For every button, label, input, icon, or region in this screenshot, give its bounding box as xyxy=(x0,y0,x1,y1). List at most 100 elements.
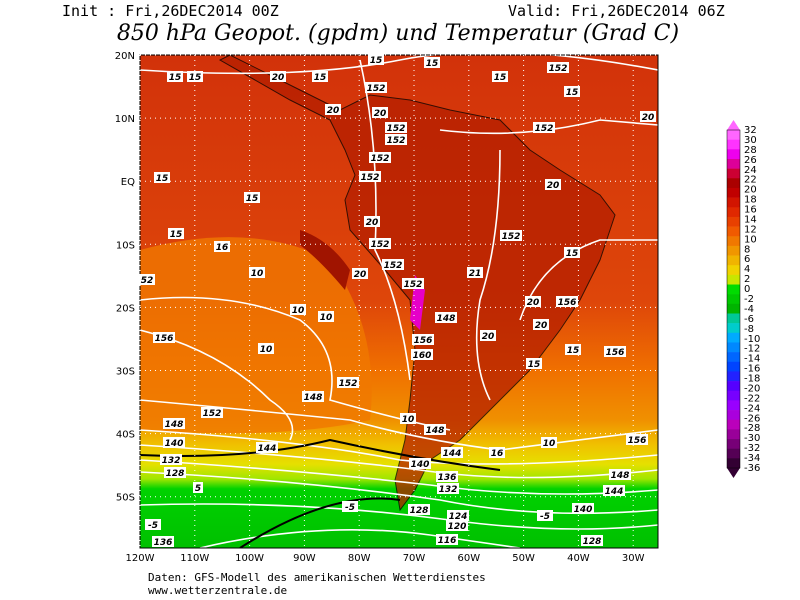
contour-label: 10 xyxy=(402,415,415,425)
contour-label-box xyxy=(270,71,286,82)
contour-label-box xyxy=(581,535,603,546)
contour-label: 132 xyxy=(162,456,181,466)
contour-label: 144 xyxy=(258,444,277,454)
colorbar-band xyxy=(727,381,740,392)
colorbar-band xyxy=(727,400,740,411)
contour-label: 152 xyxy=(361,173,380,183)
map-frame xyxy=(139,54,659,549)
contour-label: 152 xyxy=(387,136,406,146)
contour-label: 10 xyxy=(320,313,333,323)
contour-label: -5 xyxy=(540,512,550,522)
contour-label-box xyxy=(564,247,580,258)
colorbar-band xyxy=(727,216,740,227)
colorbar-label: -22 xyxy=(744,393,760,404)
valid-time: Valid: Fri,26DEC2014 06Z xyxy=(508,2,725,20)
contour-label: 148 xyxy=(611,471,630,481)
contour-label-box xyxy=(290,304,306,315)
colorbar-label: 14 xyxy=(744,214,757,225)
contour-label: 16 xyxy=(216,243,229,253)
contour-label: 152 xyxy=(535,124,554,134)
contour-label-box xyxy=(153,332,175,343)
contour-label-box xyxy=(152,536,174,547)
lon-label: 80W xyxy=(348,553,371,564)
colorbar-label: -34 xyxy=(744,453,760,464)
contour-label-box xyxy=(154,172,170,183)
contours xyxy=(140,55,658,548)
colorbar-band xyxy=(727,130,740,140)
colorbar-band xyxy=(727,371,740,382)
contour-label-box xyxy=(412,334,434,345)
contour-label: 20 xyxy=(354,270,367,280)
contour-label-box xyxy=(214,241,230,252)
hot-area xyxy=(300,230,350,290)
contour-label: 160 xyxy=(413,351,432,361)
colorbar-label: -18 xyxy=(744,374,760,385)
colorbar-label: -32 xyxy=(744,443,760,454)
contour-label: 144 xyxy=(443,449,462,459)
colorbar-label: -8 xyxy=(744,324,754,335)
contour-label: 5 xyxy=(195,484,201,494)
colorbar-band xyxy=(727,294,740,305)
colorbar-label: 26 xyxy=(744,155,757,166)
contour-label-box xyxy=(411,349,433,360)
contour-label: 148 xyxy=(304,393,323,403)
colorbar-band xyxy=(727,342,740,353)
colorbar-band xyxy=(727,255,740,266)
contour-label: 15 xyxy=(370,56,383,66)
contour-label-box xyxy=(409,458,431,469)
contour-label-box xyxy=(258,343,274,354)
colorbar-label: -12 xyxy=(744,344,760,355)
colorbar-label: 30 xyxy=(744,135,757,146)
contour-label-box xyxy=(372,107,388,118)
colorbar-band xyxy=(727,323,740,334)
contour-label-box xyxy=(187,71,203,82)
contour-label-box xyxy=(337,377,359,388)
contour-label: 148 xyxy=(426,426,445,436)
contour-label-box xyxy=(533,319,549,330)
contour-label-box xyxy=(369,238,391,249)
contour-label: 152 xyxy=(502,232,521,242)
contour-label-box xyxy=(139,274,155,285)
contour-label-box xyxy=(435,312,457,323)
contour-label: 144 xyxy=(605,487,624,497)
colorbar-label: 24 xyxy=(744,165,757,176)
source-url: www.wetterzentrale.de xyxy=(148,584,287,597)
colorbar-band xyxy=(727,149,740,160)
colorbar-label: 0 xyxy=(744,284,750,295)
colorbar-band xyxy=(727,265,740,276)
contour-label: 10 xyxy=(251,269,264,279)
colorbar-band xyxy=(727,158,740,169)
contour-label: 132 xyxy=(439,485,458,495)
init-time: Init : Fri,26DEC2014 00Z xyxy=(62,2,279,20)
colorbar-band xyxy=(727,187,740,198)
contour-label: 152 xyxy=(203,409,222,419)
colorbar-band xyxy=(727,226,740,237)
lat-label: 20S xyxy=(116,303,135,314)
contour-label: 15 xyxy=(528,360,541,370)
colorbar-label: 12 xyxy=(744,224,757,235)
contour-label: 140 xyxy=(165,439,184,449)
colorbar-arrow-top xyxy=(727,120,740,130)
contour-label-box xyxy=(385,134,407,145)
contour-label-box xyxy=(342,501,358,512)
lon-label: 50W xyxy=(512,553,535,564)
contour-label-box xyxy=(565,344,581,355)
contour-label: 128 xyxy=(410,506,429,516)
lat-label: 10N xyxy=(115,114,135,125)
contour-label: -5 xyxy=(148,521,158,531)
colorbar-label: -6 xyxy=(744,314,754,325)
contour-label-box xyxy=(436,471,458,482)
contour-label-box xyxy=(640,111,656,122)
contour-label: 152 xyxy=(339,379,358,389)
colorbar-label: 10 xyxy=(744,234,757,245)
contour-label-box xyxy=(556,296,578,307)
contour-label: 21 xyxy=(469,269,482,279)
colorbar-band xyxy=(727,361,740,372)
contour-label: 152 xyxy=(404,280,423,290)
colorbar-band xyxy=(727,313,740,324)
contour-label: 148 xyxy=(437,314,456,324)
contour-label-box xyxy=(168,228,184,239)
contour-label-box xyxy=(500,230,522,241)
contour-label: 20 xyxy=(327,106,340,116)
